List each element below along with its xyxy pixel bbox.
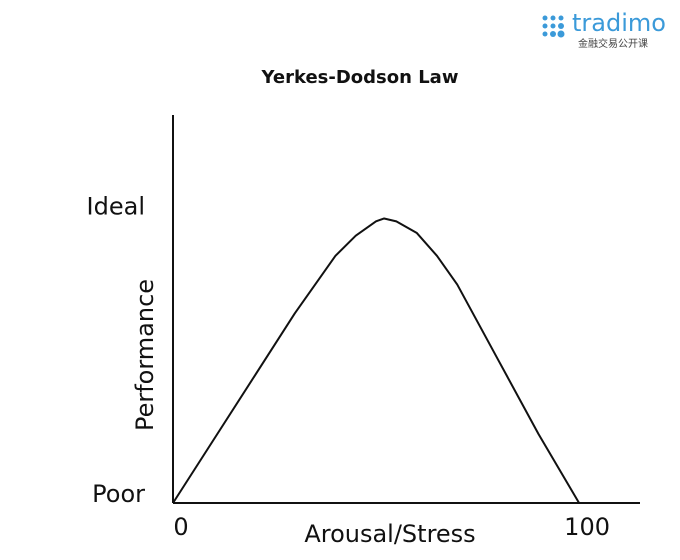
- y-axis-label: Performance: [131, 279, 159, 431]
- chart-title: Yerkes-Dodson Law: [261, 67, 459, 88]
- logo: tradimo 金融交易公开课: [542, 9, 666, 50]
- y-tick-label: Ideal: [87, 193, 145, 221]
- logo-name: tradimo: [572, 9, 666, 37]
- x-axis-label: Arousal/Stress: [304, 520, 475, 548]
- x-tick-label: 0: [173, 513, 188, 541]
- x-tick-label: 100: [564, 513, 610, 541]
- y-tick-label: Poor: [92, 480, 145, 508]
- logo-tagline: 金融交易公开课: [578, 37, 648, 50]
- line: [172, 217, 580, 504]
